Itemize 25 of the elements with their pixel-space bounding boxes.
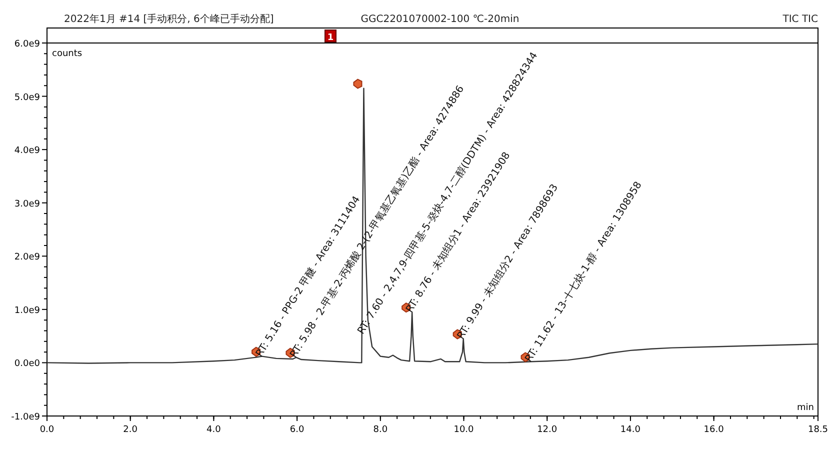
- annotation: 1: [327, 33, 334, 43]
- x-tick-label: 8.0: [373, 425, 388, 435]
- y-tick-label: -1.0e9: [11, 412, 40, 422]
- x-tick-label: 0.0: [40, 425, 54, 435]
- x-tick-label: 14.0: [620, 425, 641, 435]
- chart-subtitle: GGC2201070002-100 ℃-20min: [360, 14, 520, 25]
- y-tick-label: 3.0e9: [14, 199, 40, 210]
- x-tick-label: 12.0: [537, 425, 558, 435]
- x-tick-label: 16.0: [704, 425, 724, 435]
- y-tick-label: 5.0e9: [14, 92, 40, 103]
- y-tick-label: 2.0e9: [14, 252, 40, 263]
- x-tick-label: 4.0: [206, 425, 222, 435]
- y-tick-label: 4.0e9: [14, 146, 40, 156]
- x-tick-label: 6.0: [290, 425, 304, 435]
- x-tick-label: 10.0: [454, 425, 474, 435]
- y-tick-label: 1.0e9: [14, 306, 40, 316]
- y-tick-label: 6.0e9: [14, 40, 40, 50]
- text: TIC TIC: [782, 14, 818, 25]
- x-tick-label: 18.5: [808, 425, 828, 435]
- x-axis-title: min: [797, 403, 814, 413]
- y-axis-title: counts: [52, 49, 82, 59]
- x-tick-label: 2.0: [123, 425, 138, 435]
- chart-title: 2022年1月 #14 [手动积分, 6个峰已手动分配]: [64, 13, 274, 25]
- peak-window-marker: 1: [324, 30, 336, 43]
- y-tick-label: 0.0e0: [14, 359, 40, 370]
